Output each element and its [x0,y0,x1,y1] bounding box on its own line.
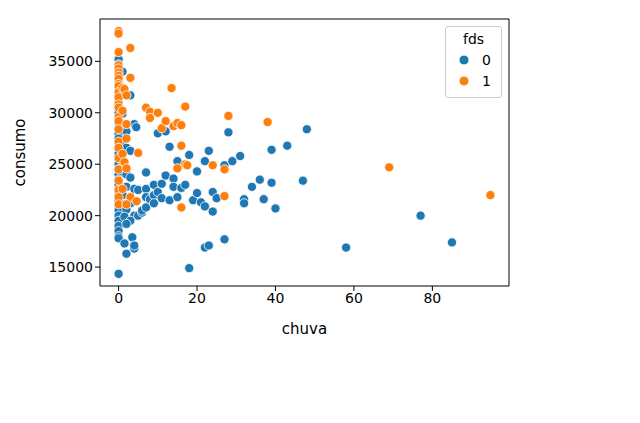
html-text:1: 1 [482,72,491,89]
svg-text:60: 60 [345,290,363,306]
svg-text:consumo: consumo [11,118,29,186]
svg-text:15000: 15000 [48,259,93,275]
svg-text:25000: 25000 [48,156,93,172]
svg-text:35000: 35000 [48,53,93,69]
svg-text:30000: 30000 [48,105,93,121]
svg-text:20000: 20000 [48,208,93,224]
html-text:0: 0 [482,51,491,68]
svg-text:40: 40 [267,290,285,306]
svg-text:chuva: chuva [282,320,327,338]
svg-text:80: 80 [423,290,441,306]
svg-text:20: 20 [188,290,206,306]
html-text:fds: fds [463,31,485,47]
svg-text:0: 0 [114,290,123,306]
